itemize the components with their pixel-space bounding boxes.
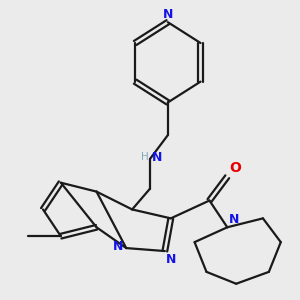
Text: O: O	[229, 161, 241, 175]
Text: N: N	[152, 151, 162, 164]
Text: N: N	[113, 240, 123, 253]
Text: N: N	[166, 253, 177, 266]
Text: H: H	[141, 152, 148, 162]
Text: N: N	[229, 213, 239, 226]
Text: N: N	[163, 8, 173, 21]
